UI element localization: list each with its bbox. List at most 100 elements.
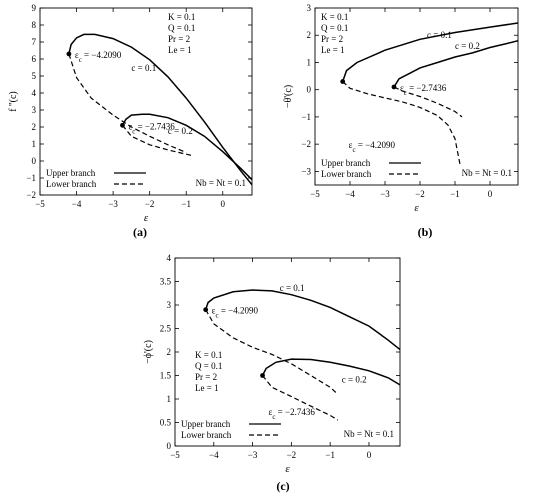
y-tick-label: 0	[32, 156, 37, 166]
y-tick-label: 3	[167, 300, 172, 310]
lower-branch-line	[122, 124, 194, 157]
y-axis-label: −θ'(c)	[283, 85, 294, 108]
y-tick-label: 3	[32, 105, 37, 115]
panel-caption: (a)	[133, 225, 147, 239]
nb-nt-label: Nb = Nt = 0.1	[196, 178, 246, 188]
y-axis-label: −ϕ'(c)	[143, 340, 154, 364]
x-tick-label: −5	[170, 450, 180, 460]
parameter-text: Q = 0.1	[321, 23, 348, 33]
upper-branch-line	[393, 39, 518, 88]
y-tick-label: 8	[32, 20, 37, 30]
nb-nt-label: Nb = Nt = 0.1	[344, 429, 394, 439]
curve-label: c = 0.1	[131, 63, 156, 73]
lower-branch-line	[342, 81, 461, 167]
y-tick-label: 2	[32, 122, 37, 132]
x-tick-label: −3	[380, 189, 390, 199]
parameter-text: K = 0.1	[168, 12, 195, 22]
y-tick-label: 0.5	[160, 418, 172, 428]
x-axis-label: ε	[285, 463, 290, 475]
legend-label: Upper branch	[46, 168, 96, 178]
panel-caption: (b)	[418, 225, 433, 239]
x-tick-label: −5	[35, 199, 45, 209]
x-tick-label: −2	[415, 189, 425, 199]
y-tick-label: 1	[167, 394, 172, 404]
y-tick-label: 3	[307, 3, 312, 13]
y-tick-label: 6	[32, 54, 37, 64]
critical-point-marker	[203, 307, 209, 313]
plot-frame	[39, 7, 253, 196]
legend-label: Lower branch	[321, 169, 372, 179]
critical-value-annotation: εc = −4.2090	[349, 140, 396, 154]
x-tick-label: −1	[325, 450, 335, 460]
y-tick-label: −1	[26, 173, 36, 183]
x-tick-label: −4	[72, 199, 82, 209]
legend-label: Upper branch	[181, 419, 231, 429]
parameter-text: Le = 1	[195, 383, 219, 393]
panel-caption: (c)	[276, 479, 289, 493]
y-tick-label: 4	[32, 88, 37, 98]
lower-branch-line	[68, 53, 187, 154]
y-tick-label: 1	[307, 57, 312, 67]
upper-branch-line	[341, 22, 518, 82]
x-tick-label: −5	[310, 189, 320, 199]
plot-frame	[314, 7, 519, 186]
parameter-text: K = 0.1	[321, 12, 348, 22]
x-tick-label: 0	[221, 199, 226, 209]
upper-branch-line	[68, 33, 252, 186]
critical-value-annotation: εc = −4.2090	[75, 50, 122, 64]
y-tick-label: 7	[32, 37, 37, 47]
y-tick-label: 2	[307, 30, 312, 40]
critical-point-marker	[260, 373, 265, 378]
y-tick-label: 0	[167, 441, 172, 451]
y-tick-label: 0	[307, 85, 312, 95]
y-tick-label: 9	[32, 3, 37, 13]
parameter-text: K = 0.1	[195, 350, 222, 360]
legend-label: Upper branch	[321, 158, 371, 168]
y-tick-label: 3.5	[160, 277, 172, 287]
x-tick-label: −3	[108, 199, 118, 209]
y-tick-label: −1	[301, 112, 311, 122]
y-axis-label: f ''(c)	[8, 91, 19, 112]
critical-value-annotation: εc = −2.7436	[269, 407, 316, 421]
x-tick-label: −4	[209, 450, 219, 460]
lower-branch-line	[393, 86, 463, 118]
upper-branch-line	[261, 358, 400, 386]
y-tick-label: −2	[301, 139, 311, 149]
x-tick-label: −2	[287, 450, 297, 460]
x-axis-label: ε	[414, 202, 419, 214]
y-tick-label: 1.5	[160, 371, 172, 381]
critical-value-annotation: εc = −4.2090	[212, 306, 259, 320]
legend-label: Lower branch	[46, 179, 97, 189]
curve-label: c = 0.2	[455, 41, 480, 51]
critical-point-marker	[391, 84, 397, 90]
parameter-text: Q = 0.1	[195, 361, 222, 371]
curve-label: c = 0.2	[168, 126, 193, 136]
chart-panel-1: −5 −4 −3 −2 −1 0 −2 −1 0 1 2 3 4 5 6 7 8 9 ε f ''(c) εc = −4…	[8, 3, 253, 239]
x-tick-label: −1	[181, 199, 191, 209]
y-tick-label: −2	[26, 190, 36, 200]
critical-value-annotation: εc = −2.7436	[400, 83, 447, 97]
x-tick-label: −3	[248, 450, 258, 460]
y-tick-label: −3	[301, 166, 311, 176]
curve-label: c = 0.1	[427, 30, 452, 40]
lower-branch-line	[262, 375, 339, 421]
lower-branch-line	[205, 309, 339, 395]
chart-panel-3: −5 −4 −3 −2 −1 0 0 0.5 1 1.5 2 2.5 3 3.5 4 ε −ϕ'(c) εc = …	[143, 253, 401, 493]
x-tick-label: −4	[345, 189, 355, 199]
y-tick-label: 2.5	[160, 324, 172, 334]
critical-point-marker	[340, 79, 346, 84]
curve-label: c = 0.2	[342, 375, 367, 385]
upper-branch-line	[121, 113, 252, 181]
y-tick-label: 4	[167, 253, 172, 263]
x-tick-label: 0	[488, 189, 493, 199]
y-tick-label: 2	[167, 347, 172, 357]
upper-branch-line	[204, 289, 400, 351]
parameter-text: Q = 0.1	[168, 23, 195, 33]
parameter-text: Pr = 2	[321, 34, 343, 44]
curve-label: c = 0.1	[280, 283, 305, 293]
critical-point-marker	[120, 122, 125, 128]
y-tick-label: 1	[32, 139, 37, 149]
x-axis-label: ε	[144, 212, 149, 224]
parameter-text: Pr = 2	[195, 372, 217, 382]
